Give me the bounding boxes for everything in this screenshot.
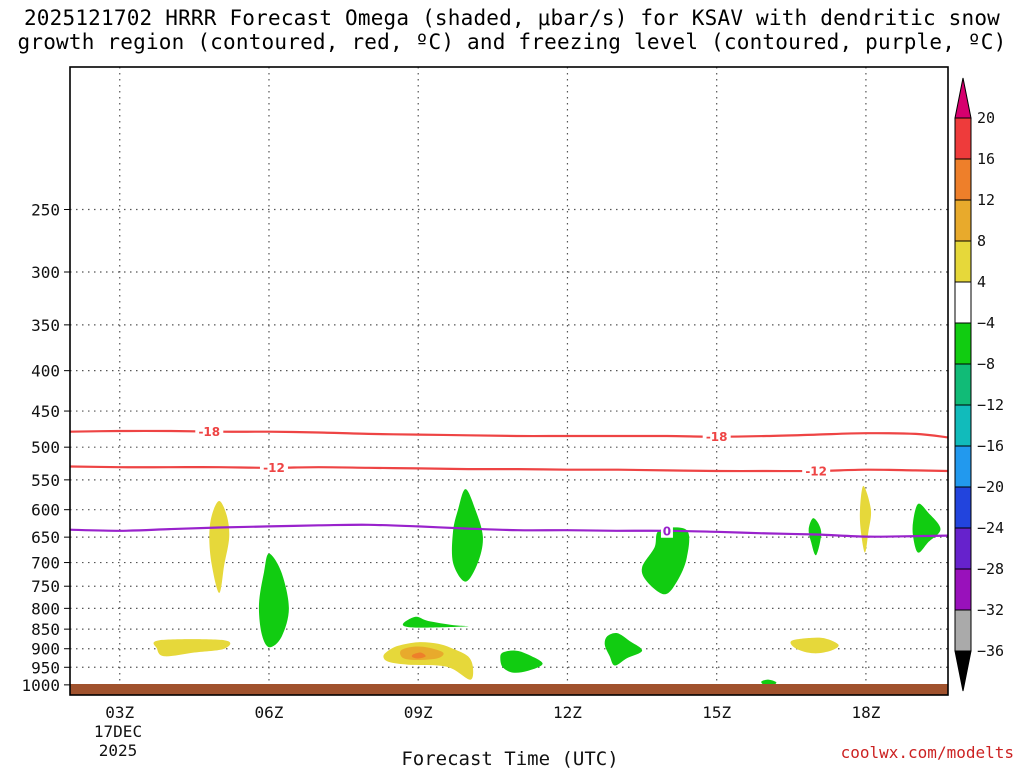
colorbar-label-5: 4 [977, 273, 986, 291]
y-tick-label-550: 550 [31, 471, 60, 490]
colorbar-swatch-5 [954, 281, 972, 324]
y-tick-label-950: 950 [31, 658, 60, 677]
title-line-2: growth region (contoured, red, ºC) and f… [17, 30, 1007, 54]
omega-area-4 [451, 489, 483, 582]
x-tick-label-18Z: 18Z [851, 703, 880, 722]
omega-area-13 [808, 518, 822, 556]
y-tick-label-700: 700 [31, 554, 60, 573]
colorbar-label-14: −36 [977, 642, 1004, 660]
x-tick-label-03Z: 03Z [105, 703, 134, 722]
ground-layer [70, 684, 948, 695]
y-tick-label-300: 300 [31, 263, 60, 282]
colorbar-swatch-12 [954, 568, 972, 611]
y-tick-label-500: 500 [31, 438, 60, 457]
y-tick-label-350: 350 [31, 316, 60, 335]
omega-area-16 [912, 503, 941, 553]
colorbar-label-8: −12 [977, 396, 1004, 414]
y-tick-label-250: 250 [31, 200, 60, 219]
colorbar: 20 16 12 8 4 −4 −8 −12 −16 −20 −24 −28 −32 −36 [954, 77, 1004, 692]
colorbar-swatch-3 [954, 199, 972, 242]
y-tick-label-750: 750 [31, 577, 60, 596]
title-line-1: 2025121702 HRRR Forecast Omega (shaded, … [23, 6, 1001, 30]
colorbar-swatch-11 [954, 527, 972, 570]
freezing-level-contour-label-1: 0 [663, 524, 671, 538]
chart-title: 2025121702 HRRR Forecast Omega (shaded, … [0, 6, 1024, 54]
colorbar-label-11: −24 [977, 519, 1004, 537]
colorbar-label-7: −8 [977, 355, 995, 373]
plot-frame [69, 66, 949, 696]
colorbar-label-4: 8 [977, 232, 986, 250]
freezing-level-contour-label-bg-1 [660, 523, 673, 538]
colorbar-label-13: −32 [977, 601, 1004, 619]
dendritic-contour-minus12-label-2: -12 [805, 465, 827, 479]
plot-area [70, 67, 948, 695]
colorbar-label-2: 16 [977, 150, 995, 168]
ground-strip [70, 684, 948, 695]
colorbar-swatch-7 [954, 363, 972, 406]
y-axis: 2503003504004505005506006507007508008509… [21, 200, 70, 695]
dendritic-contour-minus12-label-1: -12 [263, 461, 285, 475]
colorbar-label-10: −20 [977, 478, 1004, 496]
colorbar-swatch-10 [954, 486, 972, 529]
dendritic-contour-minus18-label-1: -18 [198, 425, 220, 439]
credit-text: coolwx.com/modelts [841, 743, 1014, 762]
omega-area-3 [153, 639, 231, 657]
omega-area-1 [209, 501, 230, 593]
colorbar-label-9: −16 [977, 437, 1004, 455]
colorbar-label-12: −28 [977, 560, 1004, 578]
y-tick-label-850: 850 [31, 620, 60, 639]
omega-areas [153, 486, 941, 687]
colorbar-swatch-6 [954, 322, 972, 365]
x-tick-label-09Z: 09Z [404, 703, 433, 722]
omega-area-10 [604, 632, 643, 666]
x-axis-title: Forecast Time (UTC) [401, 748, 618, 768]
y-tick-label-450: 450 [31, 402, 60, 421]
colorbar-swatch-2 [954, 158, 972, 201]
colorbar-label-1: 20 [977, 109, 995, 127]
colorbar-swatch-8 [954, 404, 972, 447]
dendritic-contour-minus18-label-bg-2 [702, 429, 731, 444]
colorbar-bottom-triangle [954, 650, 972, 692]
temperature-contours: -18 -18 -12 -12 0 [69, 424, 949, 538]
freezing-level-contour [69, 523, 949, 538]
colorbar-swatch-13 [954, 609, 972, 652]
x-date-line-1: 17DEC [94, 722, 142, 741]
omega-area-8 [411, 652, 426, 659]
colorbar-swatch-1 [954, 117, 972, 160]
dendritic-contour-minus18-label-bg-1 [195, 424, 224, 439]
y-tick-label-1000: 1000 [21, 676, 60, 695]
y-tick-label-900: 900 [31, 640, 60, 659]
x-tick-label-12Z: 12Z [553, 703, 582, 722]
x-axis: 03Z 06Z 09Z 12Z 15Z 18Z [105, 703, 880, 722]
omega-area-9 [500, 650, 543, 673]
dendritic-contour-minus18-label-2: -18 [706, 430, 728, 444]
omega-area-5 [402, 616, 469, 628]
x-tick-label-15Z: 15Z [702, 703, 731, 722]
y-tick-label-800: 800 [31, 599, 60, 618]
dendritic-contour-minus12-label-bg-2 [802, 464, 831, 479]
colorbar-label-6: −4 [977, 314, 995, 332]
omega-area-2 [258, 553, 289, 648]
colorbar-swatch-9 [954, 445, 972, 488]
colorbar-label-3: 12 [977, 191, 995, 209]
y-tick-label-650: 650 [31, 528, 60, 547]
y-tick-label-400: 400 [31, 362, 60, 381]
omega-area-14 [790, 637, 839, 654]
omega-area-11 [641, 527, 690, 595]
y-tick-label-600: 600 [31, 501, 60, 520]
x-tick-label-06Z: 06Z [255, 703, 284, 722]
colorbar-top-triangle [954, 77, 972, 119]
colorbar-swatch-4 [954, 240, 972, 283]
dendritic-contour-minus12-label-bg-1 [259, 460, 288, 475]
x-date-line-2: 2025 [99, 741, 138, 760]
